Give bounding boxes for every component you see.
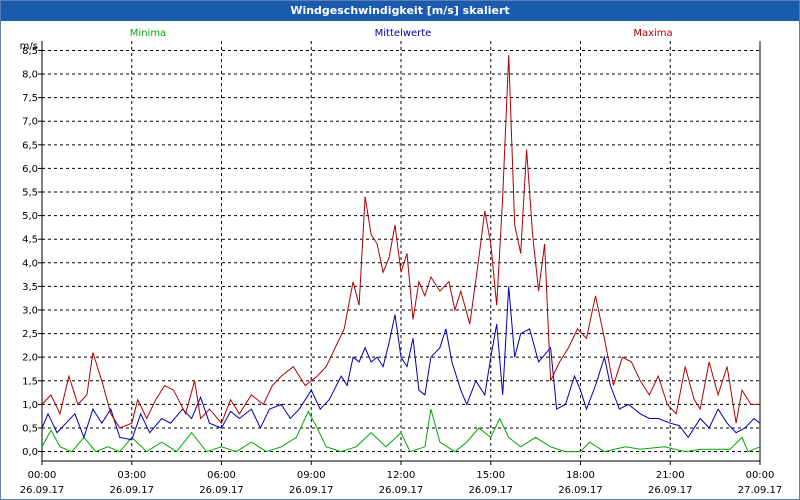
x-tick-date-label: 26.09.17 — [468, 485, 513, 496]
x-tick-time-label: 18:00 — [566, 470, 595, 481]
y-tick-label: 6,5 — [22, 140, 38, 151]
y-tick-label: 0,0 — [22, 447, 38, 458]
x-tick-date-label: 26.09.17 — [289, 485, 334, 496]
x-tick-time-label: 15:00 — [476, 470, 505, 481]
y-tick-label: 1,0 — [22, 400, 38, 411]
y-tick-label: 4,5 — [22, 235, 38, 246]
y-tick-label: 8,0 — [22, 70, 38, 81]
x-tick-date-label: 26.09.17 — [648, 485, 693, 496]
y-tick-label: 8,5 — [22, 46, 38, 57]
y-tick-label: 2,5 — [22, 329, 38, 340]
legend-mittelwerte: Mittelwerte — [375, 28, 432, 39]
y-tick-label: 0,5 — [22, 423, 38, 434]
y-tick-label: 4,0 — [22, 258, 38, 269]
chart-title: Windgeschwindigkeit [m/s] skaliert — [1, 1, 799, 21]
x-tick-time-label: 21:00 — [656, 470, 685, 481]
legend-maxima: Maxima — [633, 28, 672, 39]
y-tick-label: 3,0 — [22, 305, 38, 316]
y-tick-label: 3,5 — [22, 282, 38, 293]
y-tick-label: 5,0 — [22, 211, 38, 222]
x-tick-date-label: 26.09.17 — [20, 485, 65, 496]
y-tick-label: 1,5 — [22, 376, 38, 387]
x-tick-date-label: 26.09.17 — [199, 485, 244, 496]
x-tick-time-label: 12:00 — [387, 470, 416, 481]
y-axis-unit-label: m/s — [20, 41, 38, 52]
legend-minima: Minima — [130, 28, 166, 39]
x-tick-time-label: 00:00 — [28, 470, 57, 481]
x-tick-time-label: 03:00 — [117, 470, 146, 481]
x-tick-date-label: 26.09.17 — [379, 485, 424, 496]
y-tick-label: 6,0 — [22, 164, 38, 175]
x-tick-time-label: 09:00 — [297, 470, 326, 481]
x-tick-time-label: 00:00 — [746, 470, 775, 481]
y-tick-label: 7,0 — [22, 117, 38, 128]
x-tick-time-label: 06:00 — [207, 470, 236, 481]
y-tick-label: 7,5 — [22, 93, 38, 104]
series-line-minima — [41, 408, 761, 453]
x-tick-date-label: 26.09.17 — [109, 485, 154, 496]
y-tick-label: 5,5 — [22, 188, 38, 199]
series-line-mittelwerte — [41, 286, 761, 441]
x-tick-date-label: 27.09.17 — [738, 485, 783, 496]
x-tick-date-label: 26.09.17 — [558, 485, 603, 496]
series-line-maxima — [41, 55, 760, 429]
y-tick-label: 2,0 — [22, 353, 38, 364]
